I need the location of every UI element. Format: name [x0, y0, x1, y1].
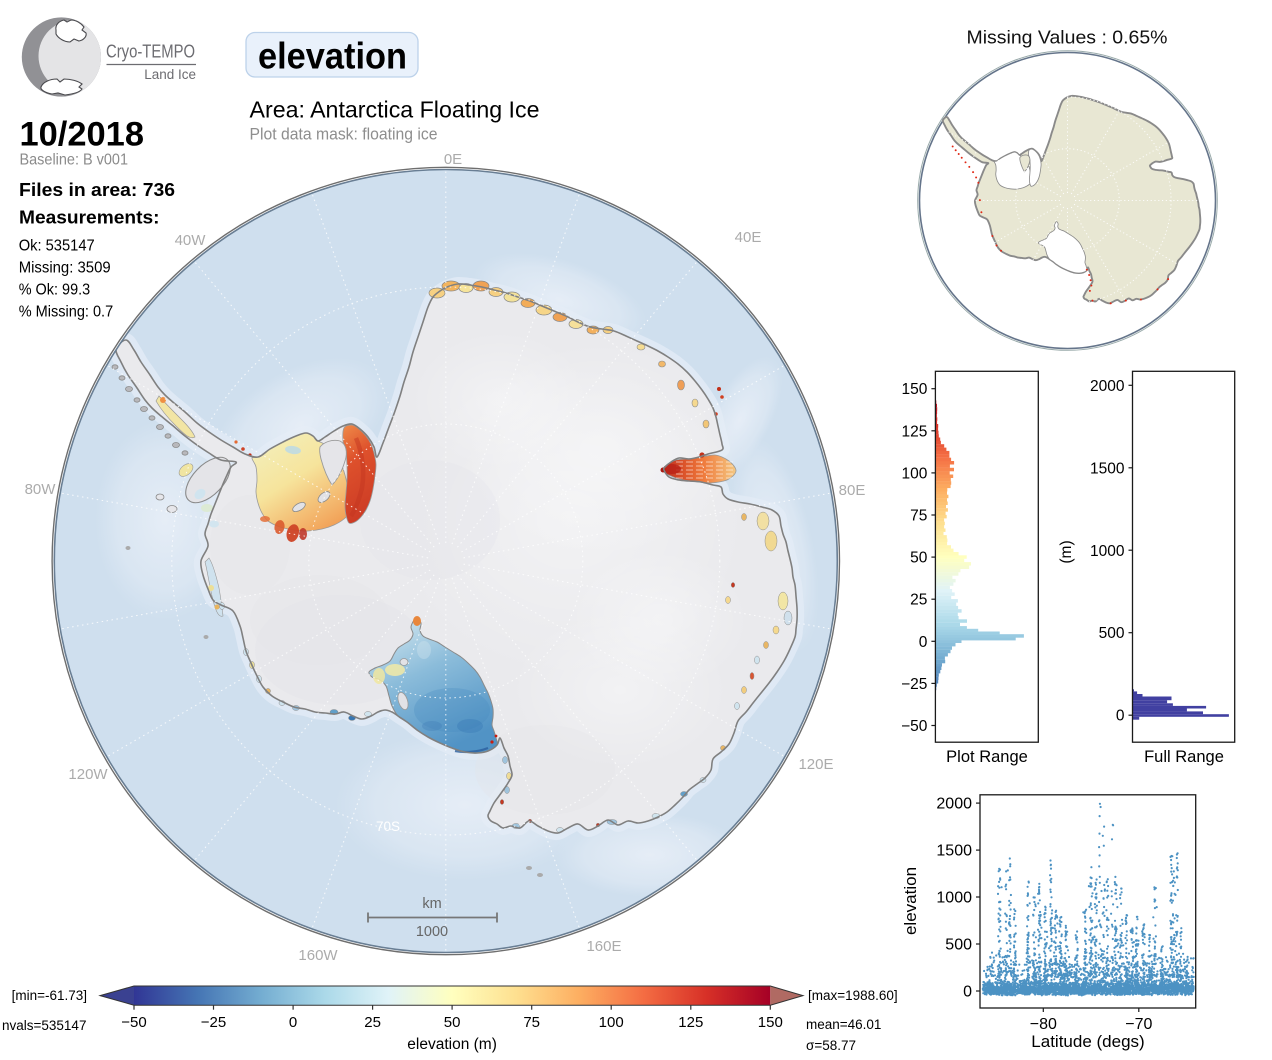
- svg-text:160W: 160W: [298, 947, 338, 964]
- svg-text:500: 500: [945, 937, 972, 954]
- svg-text:elevation (m): elevation (m): [407, 1036, 497, 1053]
- svg-text:75: 75: [910, 508, 927, 525]
- svg-text:% Missing: 0.7: % Missing: 0.7: [19, 304, 114, 321]
- svg-text:−25: −25: [901, 676, 927, 693]
- svg-text:40W: 40W: [175, 232, 207, 249]
- svg-text:40E: 40E: [735, 229, 762, 246]
- svg-text:Land Ice: Land Ice: [144, 67, 196, 82]
- svg-text:150: 150: [902, 381, 928, 398]
- svg-text:Latitude (degs): Latitude (degs): [1031, 1032, 1144, 1051]
- svg-text:−50: −50: [121, 1014, 146, 1031]
- svg-text:25: 25: [910, 592, 927, 609]
- svg-text:Area: Antarctica Floating Ice: Area: Antarctica Floating Ice: [250, 97, 540, 123]
- svg-text:elevation: elevation: [258, 36, 407, 77]
- svg-text:80E: 80E: [839, 482, 866, 499]
- svg-text:Missing Values : 0.65%: Missing Values : 0.65%: [967, 28, 1168, 48]
- svg-text:0E: 0E: [444, 151, 462, 168]
- svg-text:[min=-61.73]: [min=-61.73]: [12, 988, 87, 1003]
- svg-text:0: 0: [289, 1014, 297, 1031]
- svg-text:75: 75: [523, 1014, 540, 1031]
- svg-text:120E: 120E: [798, 756, 833, 773]
- svg-text:Plot Range: Plot Range: [946, 748, 1028, 766]
- svg-text:1000: 1000: [1090, 543, 1125, 560]
- svg-text:Files in area: 736: Files in area: 736: [19, 180, 175, 200]
- svg-text:mean=46.01: mean=46.01: [806, 1017, 881, 1032]
- svg-text:−80: −80: [1030, 1016, 1057, 1033]
- svg-text:−25: −25: [201, 1014, 226, 1031]
- svg-text:100: 100: [902, 465, 928, 482]
- svg-text:0: 0: [919, 634, 928, 651]
- svg-text:1000: 1000: [416, 924, 448, 940]
- svg-text:km: km: [422, 896, 441, 912]
- svg-text:150: 150: [758, 1014, 783, 1031]
- svg-text:125: 125: [902, 423, 928, 440]
- svg-text:0: 0: [1116, 708, 1125, 725]
- svg-text:[max=1988.60]: [max=1988.60]: [808, 988, 898, 1003]
- svg-text:nvals=535147: nvals=535147: [2, 1018, 86, 1033]
- svg-text:% Ok: 99.3: % Ok: 99.3: [19, 282, 91, 299]
- svg-text:125: 125: [678, 1014, 703, 1031]
- svg-text:25: 25: [364, 1014, 381, 1031]
- svg-text:Plot data mask: floating ice: Plot data mask: floating ice: [250, 126, 438, 144]
- svg-text:1500: 1500: [936, 843, 972, 860]
- svg-text:160E: 160E: [586, 938, 621, 955]
- svg-text:σ=58.77: σ=58.77: [806, 1038, 856, 1053]
- svg-text:elevation: elevation: [901, 867, 920, 935]
- svg-text:100: 100: [599, 1014, 624, 1031]
- svg-text:120W: 120W: [68, 766, 108, 783]
- svg-text:2000: 2000: [936, 796, 972, 813]
- svg-text:Baseline: B v001: Baseline: B v001: [20, 152, 129, 169]
- svg-text:Measurements:: Measurements:: [19, 208, 160, 228]
- svg-text:Ok: 535147: Ok: 535147: [19, 238, 95, 255]
- svg-text:Full Range: Full Range: [1144, 748, 1224, 766]
- svg-text:70S: 70S: [376, 819, 400, 834]
- svg-text:10/2018: 10/2018: [20, 116, 145, 154]
- svg-text:50: 50: [910, 550, 928, 567]
- svg-text:(m): (m): [1058, 540, 1075, 563]
- svg-text:Missing: 3509: Missing: 3509: [19, 260, 111, 277]
- svg-text:−70: −70: [1125, 1016, 1152, 1033]
- svg-text:−50: −50: [901, 718, 928, 735]
- svg-text:Cryo-TEMPO: Cryo-TEMPO: [106, 42, 195, 62]
- svg-text:1500: 1500: [1090, 460, 1125, 477]
- svg-text:1000: 1000: [936, 890, 972, 907]
- svg-text:2000: 2000: [1090, 378, 1125, 395]
- svg-text:0: 0: [963, 984, 972, 1001]
- svg-text:500: 500: [1099, 625, 1125, 642]
- svg-text:80W: 80W: [25, 481, 57, 498]
- svg-text:50: 50: [444, 1014, 461, 1031]
